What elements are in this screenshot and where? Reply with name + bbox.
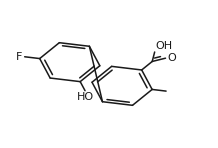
Text: HO: HO xyxy=(77,92,94,102)
Text: OH: OH xyxy=(156,41,173,51)
Text: F: F xyxy=(16,52,22,62)
Text: O: O xyxy=(168,53,176,63)
